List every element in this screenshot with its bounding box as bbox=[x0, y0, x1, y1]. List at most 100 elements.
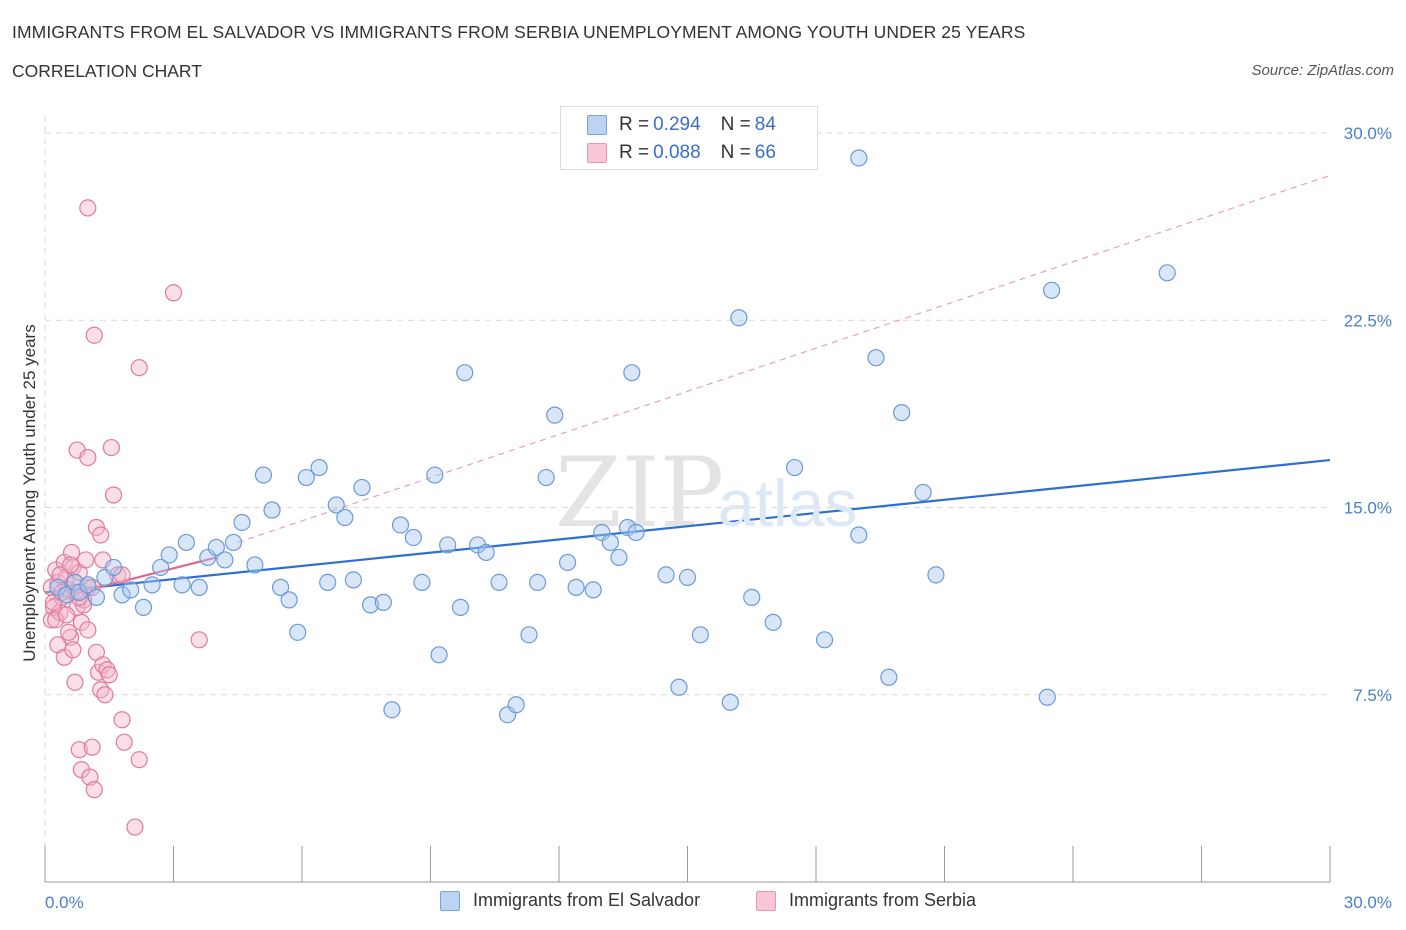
tick-labels: 7.5% 15.0% 22.5% 30.0% 0.0% 30.0% bbox=[45, 124, 1392, 912]
n-label: N = bbox=[720, 142, 751, 163]
el-salvador-point bbox=[558, 553, 577, 572]
el-salvador-point bbox=[528, 573, 547, 592]
el-salvador-point bbox=[327, 496, 345, 514]
el-salvador-point bbox=[233, 513, 251, 532]
serbia-point bbox=[70, 741, 88, 759]
serbia-point bbox=[130, 359, 148, 377]
el-salvador-point bbox=[764, 613, 782, 631]
el-salvador-point bbox=[623, 364, 641, 382]
el-salvador-point bbox=[477, 543, 495, 562]
r-label: R = bbox=[619, 114, 650, 135]
el-salvador-point bbox=[670, 678, 688, 696]
r-value: 0.294 bbox=[653, 114, 701, 135]
el-salvador-point bbox=[190, 578, 208, 596]
el-salvador-point bbox=[289, 623, 307, 641]
el-salvador-point bbox=[353, 478, 371, 497]
x-tick-label: 0.0% bbox=[45, 893, 84, 912]
source-label: Source: ZipAtlas.com bbox=[1251, 62, 1394, 79]
el-salvador-point bbox=[893, 404, 911, 422]
serbia-point bbox=[85, 781, 103, 799]
dashed-trend-line bbox=[237, 174, 1331, 544]
serbia-point bbox=[79, 199, 97, 217]
serbia-point bbox=[62, 556, 80, 574]
serbia-point bbox=[104, 486, 123, 504]
el-salvador-point bbox=[426, 466, 444, 484]
serbia-point bbox=[79, 448, 97, 467]
el-salvador-point bbox=[297, 468, 315, 487]
el-salvador-point bbox=[207, 538, 225, 557]
serbia-point bbox=[115, 733, 133, 751]
serbia-point bbox=[164, 284, 183, 302]
el-salvador-point bbox=[143, 576, 161, 594]
el-salvador-point bbox=[867, 349, 885, 367]
el-salvador-point bbox=[383, 701, 401, 719]
el-salvador-point bbox=[79, 576, 97, 594]
el-salvador-point bbox=[361, 596, 380, 614]
el-salvador-point bbox=[177, 533, 195, 552]
el-salvador-point bbox=[678, 568, 697, 587]
r-label: R = bbox=[619, 142, 650, 163]
legend-label: Immigrants from El Salvador bbox=[473, 890, 701, 910]
el-salvador-point bbox=[254, 466, 273, 484]
el-salvador-point bbox=[721, 693, 739, 711]
serbia-point bbox=[85, 326, 103, 344]
serbia-point bbox=[59, 623, 78, 641]
el-salvador-point bbox=[134, 598, 153, 616]
el-salvador-point bbox=[1038, 688, 1056, 706]
el-salvador-point bbox=[691, 626, 709, 644]
el-salvador-point bbox=[173, 576, 191, 594]
legend-label: Immigrants from Serbia bbox=[789, 890, 977, 910]
el-salvador-point bbox=[113, 586, 131, 604]
n-value: 84 bbox=[754, 114, 776, 135]
serbia-point bbox=[130, 751, 148, 769]
legend-row-serbia: R = 0.088 N = 66 bbox=[587, 141, 780, 165]
el-salvador-point bbox=[610, 548, 628, 567]
el-salvador-point bbox=[850, 149, 868, 167]
y-tick-label: 30.0% bbox=[1344, 124, 1392, 143]
el-salvador-point bbox=[850, 526, 868, 544]
serbia-point bbox=[92, 526, 110, 544]
el-salvador-point bbox=[743, 588, 761, 606]
n-label: N = bbox=[720, 114, 751, 135]
el-salvador-point bbox=[520, 626, 538, 644]
serbia-point bbox=[113, 711, 131, 729]
serbia-point bbox=[64, 641, 82, 659]
serbia-point bbox=[102, 438, 120, 457]
axes bbox=[44, 846, 1331, 883]
serbia-point bbox=[77, 551, 95, 569]
el-salvador-point bbox=[507, 696, 525, 714]
n-value: 66 bbox=[754, 142, 776, 163]
el-salvador-point bbox=[216, 551, 234, 569]
el-salvador-point bbox=[246, 556, 264, 574]
x-tick-label: 30.0% bbox=[1344, 893, 1392, 912]
serbia-point bbox=[190, 631, 208, 649]
el-salvador-point bbox=[815, 631, 834, 649]
legend-item-el-salvador[interactable]: Immigrants from El Salvador bbox=[440, 890, 700, 911]
el-salvador-point bbox=[537, 468, 555, 487]
serbia-point bbox=[100, 666, 118, 684]
el-salvador-point bbox=[657, 566, 675, 584]
el-salvador-point bbox=[87, 588, 106, 606]
el-salvador-point bbox=[224, 533, 243, 552]
el-salvador-point bbox=[567, 578, 585, 596]
el-salvador-point bbox=[280, 591, 298, 609]
serbia-point bbox=[79, 621, 97, 639]
el-salvador-point bbox=[122, 581, 140, 599]
chart-subtitle: CORRELATION CHART bbox=[12, 61, 202, 81]
legend-item-serbia[interactable]: Immigrants from Serbia bbox=[756, 890, 976, 911]
el-salvador-point bbox=[880, 668, 898, 686]
y-tick-label: 7.5% bbox=[1353, 686, 1392, 705]
serbia-point bbox=[51, 566, 69, 584]
el-salvador-point bbox=[1042, 281, 1061, 299]
blue-swatch bbox=[587, 115, 607, 135]
el-salvador-point bbox=[271, 578, 290, 596]
el-salvador-point bbox=[374, 593, 392, 611]
el-salvador-point bbox=[785, 458, 804, 477]
el-salvador-point bbox=[730, 309, 748, 327]
el-salvador-point bbox=[914, 483, 932, 502]
el-salvador-point bbox=[430, 646, 448, 664]
legend-row-el-salvador: R = 0.294 N = 84 bbox=[587, 113, 780, 137]
serbia-points bbox=[42, 199, 208, 836]
serbia-point bbox=[83, 738, 101, 756]
el-salvador-point bbox=[601, 533, 620, 552]
